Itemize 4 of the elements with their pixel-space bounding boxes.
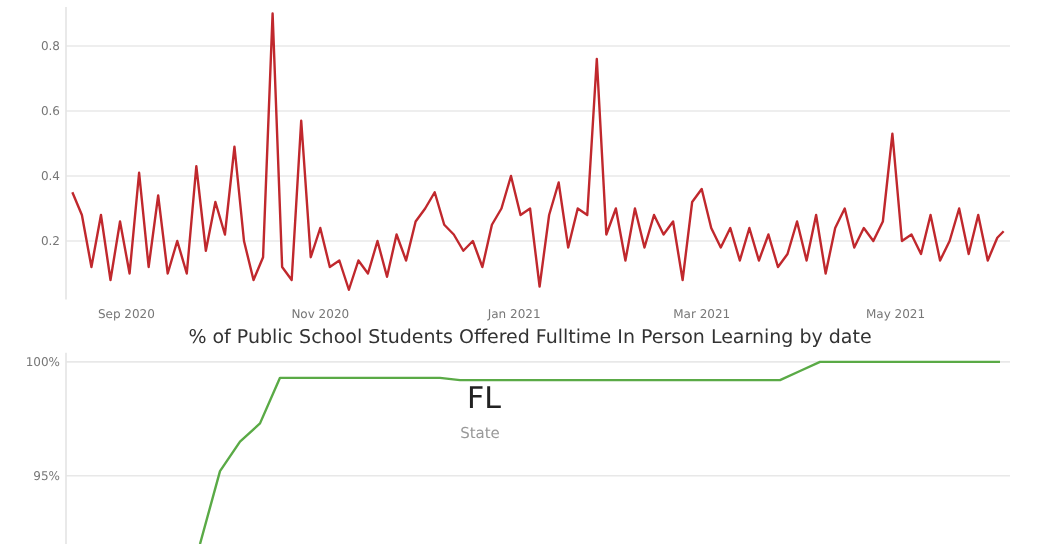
line-series bbox=[198, 360, 1002, 544]
annotation: FL bbox=[467, 380, 503, 416]
line-series bbox=[71, 12, 1005, 291]
chart-title: % of Public School Students Offered Fulltime In Person Learning by date bbox=[188, 326, 872, 349]
